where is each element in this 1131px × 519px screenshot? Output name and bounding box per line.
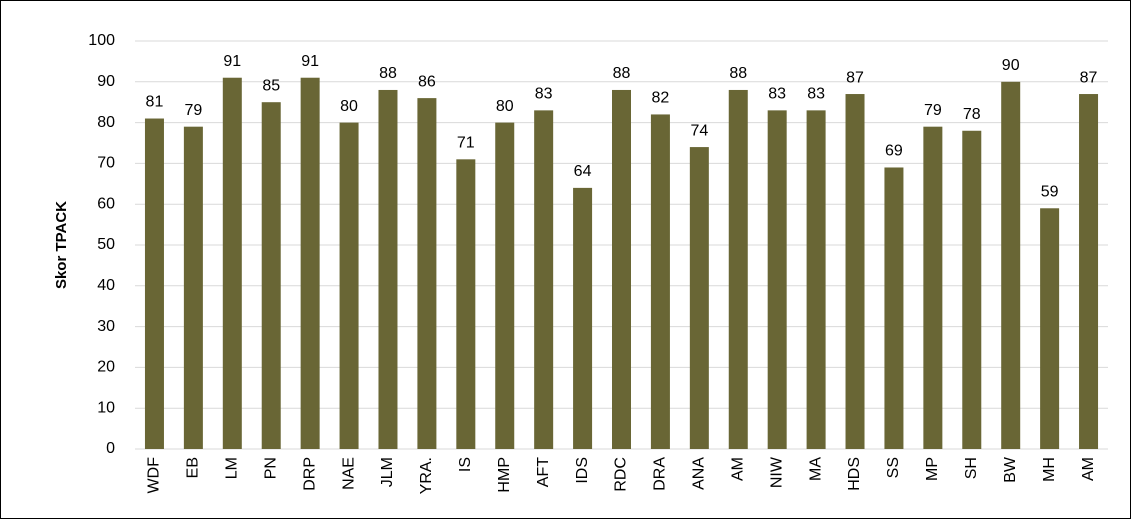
y-tick-label: 40 <box>97 277 115 294</box>
y-tick-label: 50 <box>97 236 115 253</box>
data-label: 87 <box>846 69 864 86</box>
data-label: 86 <box>418 73 436 90</box>
x-tick-label: PN <box>262 457 279 479</box>
x-tick-label: NIW <box>768 456 785 488</box>
data-label: 59 <box>1041 183 1059 200</box>
x-tick-label: ANA <box>691 457 708 490</box>
x-tick-label: AFT <box>535 457 552 487</box>
y-tick-label: 80 <box>97 114 115 131</box>
x-tick-label: WDF <box>146 457 163 494</box>
data-label: 64 <box>574 163 592 180</box>
bar <box>222 77 242 449</box>
x-tick-label: LM <box>224 457 241 479</box>
bar <box>1079 94 1099 449</box>
y-tick-label: 30 <box>97 318 115 335</box>
x-tick-label: DRP <box>301 457 318 491</box>
bar <box>1040 208 1060 449</box>
x-tick-label: HDS <box>846 457 863 491</box>
data-label: 71 <box>457 135 475 152</box>
data-label: 88 <box>613 65 631 82</box>
data-label: 80 <box>496 98 514 115</box>
bar <box>962 130 982 449</box>
bar <box>339 122 359 449</box>
bar <box>650 114 670 449</box>
x-tick-label: IS <box>457 457 474 472</box>
bar <box>144 118 164 450</box>
bar <box>612 89 631 450</box>
x-tick-label: MP <box>924 457 941 481</box>
x-tick-label: YRA. <box>418 457 435 494</box>
y-tick-label: 20 <box>97 359 115 376</box>
data-label: 83 <box>807 86 825 103</box>
bar <box>534 110 554 450</box>
bar <box>300 77 320 449</box>
x-tick-label: IDS <box>574 457 591 484</box>
data-label: 87 <box>1080 69 1098 86</box>
data-label: 79 <box>184 102 202 119</box>
data-label: 85 <box>262 77 280 94</box>
data-label: 81 <box>146 94 164 111</box>
y-tick-label: 0 <box>106 440 115 457</box>
x-tick-label: SS <box>885 457 902 478</box>
bar <box>261 102 281 449</box>
bar <box>456 159 476 449</box>
data-label: 74 <box>690 122 708 139</box>
x-tick-label: SH <box>963 457 980 479</box>
x-tick-label: AM <box>1080 457 1097 481</box>
y-tick-label: 10 <box>97 399 115 416</box>
y-tick-label: 100 <box>88 32 115 49</box>
y-tick-label: 70 <box>97 155 115 172</box>
data-label: 78 <box>963 106 981 123</box>
x-tick-label: DRA <box>652 457 669 491</box>
x-tick-label: MH <box>1041 457 1058 482</box>
x-tick-label: BW <box>1002 456 1019 483</box>
data-label: 90 <box>1002 57 1020 74</box>
data-label: 88 <box>729 65 747 82</box>
x-tick-label: JLM <box>379 457 396 487</box>
bar <box>923 126 943 450</box>
data-label: 83 <box>768 86 786 103</box>
y-tick-label: 90 <box>97 73 115 90</box>
x-tick-label: RDC <box>613 457 630 492</box>
data-label: 79 <box>924 102 942 119</box>
x-tick-label: NAE <box>340 457 357 490</box>
bar <box>728 89 748 450</box>
y-axis-title: Skor TPACK <box>53 201 70 289</box>
x-tick-label: AM <box>729 457 746 481</box>
bar <box>573 187 593 449</box>
data-label: 83 <box>535 86 553 103</box>
data-label: 91 <box>223 53 241 70</box>
bar <box>689 147 709 449</box>
data-label: 69 <box>885 143 903 160</box>
data-label: 82 <box>652 90 670 107</box>
bar <box>183 126 203 450</box>
bar <box>417 98 437 450</box>
bar <box>884 167 904 450</box>
bar <box>495 122 515 449</box>
y-tick-label: 60 <box>97 195 115 212</box>
bar <box>845 94 865 449</box>
x-tick-label: EB <box>185 457 202 478</box>
data-label: 91 <box>301 53 319 70</box>
bar <box>806 110 826 450</box>
bar <box>1001 81 1021 450</box>
x-tick-label: MA <box>807 457 824 481</box>
data-label: 80 <box>340 98 358 115</box>
x-tick-label: HMP <box>496 457 513 493</box>
data-label: 88 <box>379 65 397 82</box>
bar <box>767 110 787 450</box>
bar <box>378 89 398 450</box>
